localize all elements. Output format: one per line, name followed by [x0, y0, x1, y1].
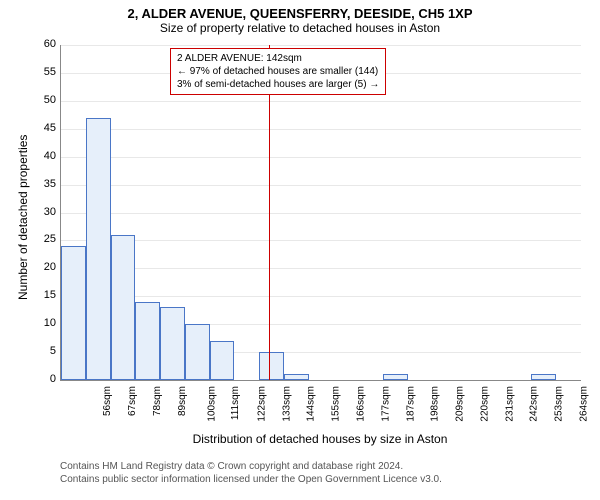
- attribution-line: Contains HM Land Registry data © Crown c…: [60, 460, 442, 473]
- plot-area: [60, 45, 581, 381]
- annotation-line: ← 97% of detached houses are smaller (14…: [177, 65, 379, 78]
- x-tick-label: 111sqm: [230, 386, 241, 420]
- histogram-bar: [210, 341, 235, 380]
- annotation-line: 3% of semi-detached houses are larger (5…: [177, 78, 379, 91]
- gridline: [61, 240, 581, 241]
- histogram-bar: [86, 118, 111, 380]
- attribution-line: Contains public sector information licen…: [60, 473, 442, 486]
- histogram-bar: [61, 246, 86, 380]
- gridline: [61, 157, 581, 158]
- y-tick-label: 5: [32, 345, 56, 357]
- x-tick-label: 177sqm: [380, 386, 391, 422]
- histogram-bar: [185, 324, 210, 380]
- gridline: [61, 268, 581, 269]
- y-tick-label: 45: [32, 122, 56, 134]
- gridline: [61, 45, 581, 46]
- x-tick-label: 209sqm: [455, 386, 466, 422]
- gridline: [61, 213, 581, 214]
- histogram-bar: [284, 374, 309, 380]
- chart-subtitle: Size of property relative to detached ho…: [0, 21, 600, 35]
- y-tick-label: 50: [32, 94, 56, 106]
- x-tick-label: 78sqm: [152, 386, 163, 416]
- x-tick-label: 144sqm: [306, 386, 317, 422]
- x-tick-label: 155sqm: [331, 386, 342, 422]
- histogram-bar: [383, 374, 408, 380]
- histogram-bar: [160, 307, 185, 380]
- x-tick-label: 187sqm: [405, 386, 416, 422]
- attribution-text: Contains HM Land Registry data © Crown c…: [60, 460, 442, 486]
- x-tick-label: 242sqm: [529, 386, 540, 422]
- x-tick-label: 198sqm: [430, 386, 441, 422]
- x-tick-label: 231sqm: [504, 386, 515, 422]
- annotation-line: 2 ALDER AVENUE: 142sqm: [177, 52, 379, 65]
- y-tick-label: 10: [32, 317, 56, 329]
- x-tick-label: 89sqm: [177, 386, 188, 416]
- x-tick-label: 220sqm: [479, 386, 490, 422]
- gridline: [61, 129, 581, 130]
- chart-title: 2, ALDER AVENUE, QUEENSFERRY, DEESIDE, C…: [0, 0, 600, 21]
- y-tick-label: 20: [32, 261, 56, 273]
- y-axis-label: Number of detached properties: [16, 135, 30, 300]
- y-tick-label: 0: [32, 373, 56, 385]
- y-tick-label: 15: [32, 289, 56, 301]
- gridline: [61, 101, 581, 102]
- y-tick-label: 40: [32, 150, 56, 162]
- y-tick-label: 30: [32, 206, 56, 218]
- histogram-bar: [111, 235, 136, 380]
- y-tick-label: 55: [32, 66, 56, 78]
- histogram-bar: [135, 302, 160, 380]
- y-tick-label: 35: [32, 178, 56, 190]
- x-tick-label: 100sqm: [207, 386, 218, 422]
- y-tick-label: 60: [32, 38, 56, 50]
- y-tick-label: 25: [32, 233, 56, 245]
- gridline: [61, 296, 581, 297]
- histogram-bar: [531, 374, 556, 380]
- x-axis-label: Distribution of detached houses by size …: [60, 432, 580, 446]
- x-tick-label: 264sqm: [578, 386, 589, 422]
- gridline: [61, 185, 581, 186]
- annotation-box: 2 ALDER AVENUE: 142sqm← 97% of detached …: [170, 48, 386, 95]
- x-tick-label: 122sqm: [257, 386, 268, 422]
- x-tick-label: 166sqm: [356, 386, 367, 422]
- reference-line: [269, 45, 270, 380]
- x-tick-label: 67sqm: [127, 386, 138, 416]
- x-tick-label: 133sqm: [281, 386, 292, 422]
- x-tick-label: 56sqm: [102, 386, 113, 416]
- x-tick-label: 253sqm: [554, 386, 565, 422]
- histogram-bar: [259, 352, 284, 380]
